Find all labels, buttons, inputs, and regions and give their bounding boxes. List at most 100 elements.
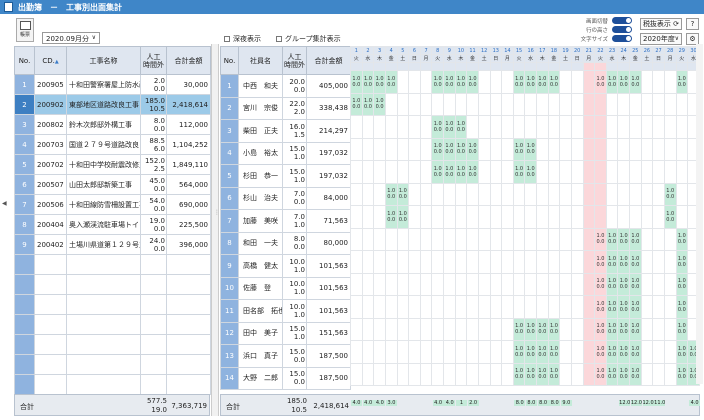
calendar-cell[interactable]: 1.0 0.0	[617, 362, 630, 386]
calendar-cell[interactable]	[443, 92, 456, 116]
calendar-cell[interactable]	[419, 340, 433, 364]
calendar-cell[interactable]	[384, 362, 398, 386]
calendar-cell[interactable]	[396, 227, 410, 251]
calendar-cell[interactable]	[477, 227, 491, 251]
calendar-cell[interactable]	[512, 295, 526, 319]
calendar-cell[interactable]	[361, 340, 375, 364]
calendar-cell[interactable]	[419, 250, 433, 274]
calendar-cell[interactable]: 1.0 0.0	[675, 362, 689, 386]
calendar-cell[interactable]	[547, 272, 561, 296]
calendar-cell[interactable]: 1.0 0.0	[454, 137, 468, 161]
calendar-cell[interactable]	[501, 115, 514, 139]
calendar-cell[interactable]	[547, 250, 561, 274]
calendar-cell[interactable]	[640, 340, 654, 364]
calendar-cell[interactable]: 1.0 0.0	[512, 362, 526, 386]
calendar-cell[interactable]	[640, 295, 654, 319]
calendar-cell[interactable]	[408, 70, 421, 94]
calendar-cell[interactable]	[675, 160, 689, 184]
table-row[interactable]: 9 高橋 健太 10.0 1.0 101,563	[220, 254, 351, 278]
calendar-cell[interactable]: 1.0 0.0	[629, 227, 642, 251]
calendar-cell[interactable]: 1.0 0.0	[384, 205, 398, 229]
calendar-cell[interactable]	[489, 295, 503, 319]
calendar-cell[interactable]: 1.0 0.0	[605, 317, 619, 341]
calendar-cell[interactable]	[431, 362, 444, 386]
calendar-cell[interactable]	[384, 295, 398, 319]
calendar-cell[interactable]: 1.0 0.0	[524, 160, 537, 184]
calendar-cell[interactable]: 1.0 0.0	[594, 295, 607, 319]
calendar-cell[interactable]	[419, 227, 433, 251]
calendar-cell[interactable]: 1.0 0.0	[536, 70, 549, 94]
calendar-cell[interactable]: 1.0 0.0	[443, 160, 456, 184]
calendar-cell[interactable]: 1.0 0.0	[605, 362, 619, 386]
calendar-cell[interactable]: 1.0 0.0	[431, 115, 444, 139]
table-row[interactable]: 2 200902 東部地区道路改良工事 185.0 10.5 2,418,614	[14, 94, 211, 115]
calendar-cell[interactable]	[361, 205, 375, 229]
calendar-cell[interactable]	[454, 295, 468, 319]
calendar-cell[interactable]	[373, 295, 386, 319]
calendar-cell[interactable]	[617, 137, 630, 161]
calendar-cell[interactable]	[350, 160, 363, 184]
calendar-cell[interactable]	[443, 340, 456, 364]
calendar-cell[interactable]	[652, 70, 665, 94]
calendar-cell[interactable]	[466, 295, 479, 319]
calendar-cell[interactable]: 1.0 0.0	[594, 227, 607, 251]
calendar-cell[interactable]	[582, 137, 596, 161]
year-select[interactable]: 2020年度 ∨	[640, 33, 682, 45]
calendar-cell[interactable]: 1.0 0.0	[594, 70, 607, 94]
calendar-cell[interactable]	[408, 160, 421, 184]
calendar-cell[interactable]	[384, 160, 398, 184]
calendar-cell[interactable]	[559, 92, 572, 116]
calendar-cell[interactable]	[501, 92, 514, 116]
calendar-cell[interactable]	[675, 182, 689, 206]
calendar-cell[interactable]	[361, 362, 375, 386]
calendar-cell[interactable]	[373, 115, 386, 139]
calendar-cell[interactable]: 1.0 0.0	[431, 137, 444, 161]
calendar-cell[interactable]	[431, 317, 444, 341]
calendar-cell[interactable]	[350, 340, 363, 364]
calendar-cell[interactable]	[570, 272, 584, 296]
calendar-cell[interactable]	[605, 160, 619, 184]
calendar-cell[interactable]	[652, 362, 665, 386]
calendar-cell[interactable]	[629, 182, 642, 206]
calendar-cell[interactable]	[582, 340, 596, 364]
tax-exclusive-button[interactable]: 税抜表示 ⟳	[640, 18, 682, 30]
calendar-cell[interactable]	[629, 205, 642, 229]
calendar-cell[interactable]	[605, 115, 619, 139]
calendar-cell[interactable]	[350, 295, 363, 319]
calendar-cell[interactable]	[617, 205, 630, 229]
calendar-cell[interactable]	[536, 272, 549, 296]
calendar-cell[interactable]	[361, 115, 375, 139]
calendar-cell[interactable]	[536, 295, 549, 319]
calendar-cell[interactable]	[477, 137, 491, 161]
calendar-cell[interactable]	[512, 92, 526, 116]
calendar-cell[interactable]: 1.0 0.0	[547, 70, 561, 94]
calendar-cell[interactable]	[477, 362, 491, 386]
calendar-cell[interactable]	[477, 205, 491, 229]
print-button[interactable]: 帳票	[16, 18, 34, 42]
calendar-cell[interactable]	[373, 272, 386, 296]
calendar-cell[interactable]	[431, 227, 444, 251]
calendar-cell[interactable]	[466, 227, 479, 251]
calendar-cell[interactable]: 1.0 0.0	[454, 115, 468, 139]
calendar-cell[interactable]	[512, 272, 526, 296]
calendar-cell[interactable]	[582, 295, 596, 319]
table-row[interactable]: 1200905十和田警察署屋上防水改修工事2.00.030,000	[14, 74, 211, 95]
calendar-cell[interactable]	[396, 362, 410, 386]
calendar-cell[interactable]: 1.0 0.0	[594, 340, 607, 364]
calendar-cell[interactable]	[559, 250, 572, 274]
calendar-cell[interactable]	[419, 295, 433, 319]
calendar-cell[interactable]	[466, 205, 479, 229]
calendar-cell[interactable]	[501, 272, 514, 296]
calendar-cell[interactable]	[675, 92, 689, 116]
calendar-cell[interactable]: 1.0 0.0	[443, 137, 456, 161]
calendar-cell[interactable]	[361, 182, 375, 206]
calendar-cell[interactable]: 1.0 0.0	[617, 317, 630, 341]
calendar-cell[interactable]	[559, 137, 572, 161]
table-row[interactable]: 6 杉山 治夫 7.0 0.0 84,000	[220, 186, 351, 210]
calendar-cell[interactable]	[652, 227, 665, 251]
calendar-cell[interactable]	[547, 160, 561, 184]
calendar-cell[interactable]	[652, 137, 665, 161]
calendar-cell[interactable]	[570, 317, 584, 341]
calendar-cell[interactable]	[443, 295, 456, 319]
